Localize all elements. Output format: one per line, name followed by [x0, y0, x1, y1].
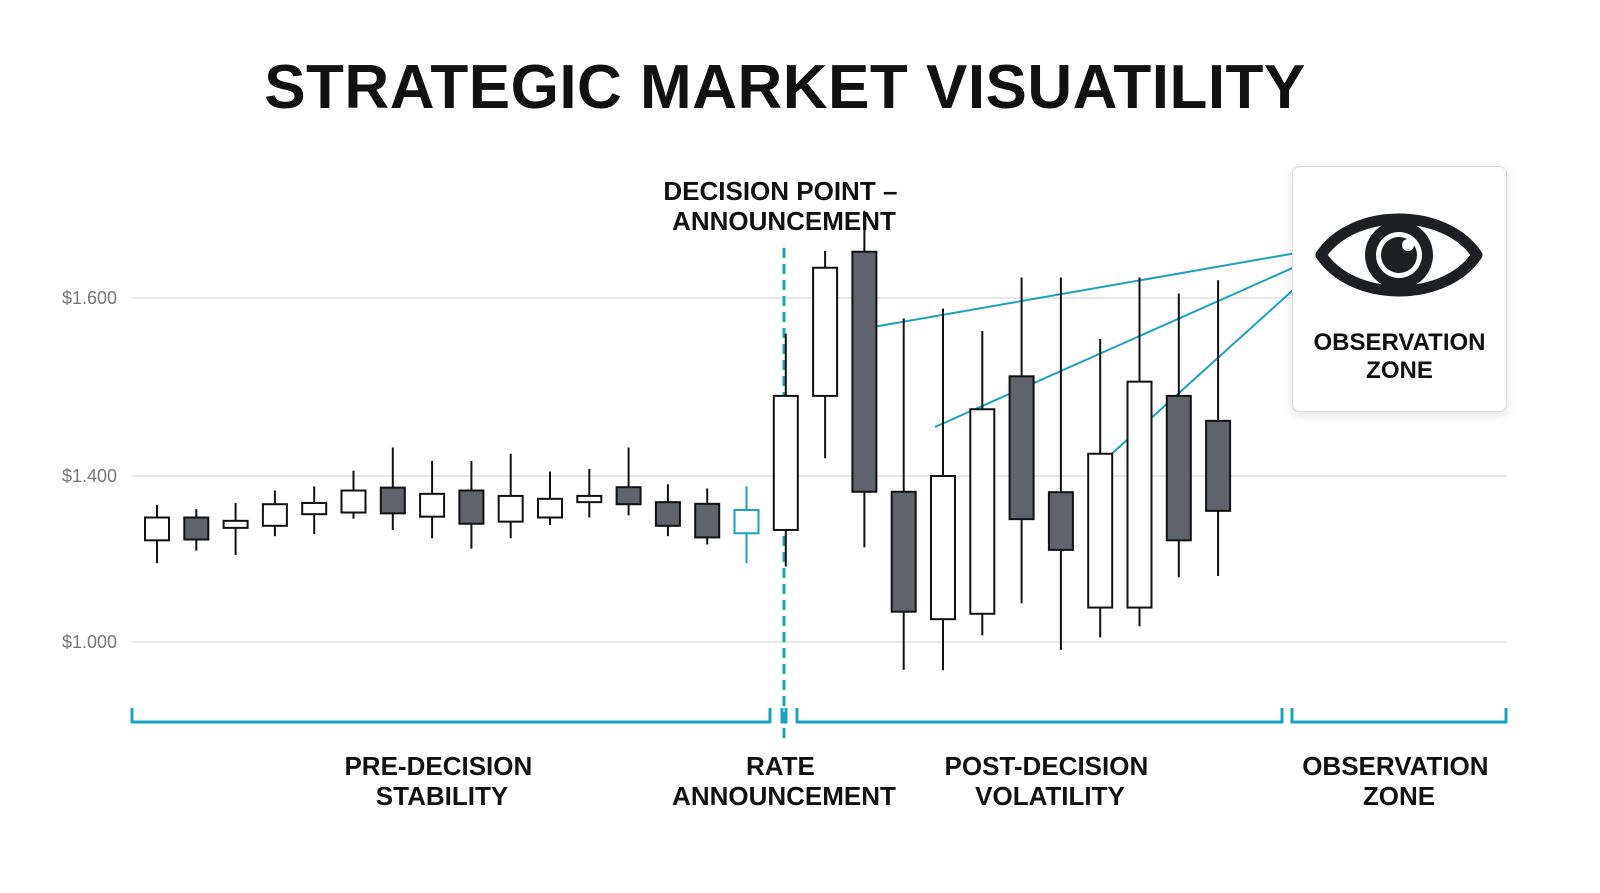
candle-body [890, 490, 917, 613]
chart-title: STRATEGIC MARKET VISUATILITY [264, 53, 1306, 122]
candle [1205, 280, 1232, 577]
decision-label-line-2: ANNOUNCEMENT [672, 206, 896, 236]
candle-body [1126, 380, 1153, 609]
candle-body [733, 509, 760, 535]
candle-body [1047, 491, 1074, 551]
bracket-observation [1290, 708, 1508, 724]
candle [576, 468, 603, 518]
candle-body [1165, 394, 1192, 542]
y-tick-label: $1.000 [62, 632, 117, 652]
candle [694, 488, 721, 545]
decision-label: DECISION POINT – ANNOUNCEMENT [663, 176, 904, 236]
decision-label-line-1: DECISION POINT – [663, 176, 897, 206]
candle [1165, 293, 1192, 578]
candle-body [930, 475, 956, 621]
candle-body [537, 497, 563, 519]
candle [1008, 277, 1035, 604]
candle-body [458, 489, 485, 525]
candle [654, 484, 681, 537]
candle-body [222, 519, 249, 529]
bracket-pre-decision [130, 708, 772, 724]
candle [222, 502, 249, 555]
section-label-observation: OBSERVATION ZONE [1302, 751, 1496, 811]
section-label-line: OBSERVATION [1302, 751, 1488, 781]
candle [261, 490, 288, 537]
eye-icon [1315, 213, 1483, 297]
candle [301, 486, 328, 535]
candle-body [694, 502, 721, 539]
candles [144, 210, 1232, 671]
connector-line [934, 261, 1307, 428]
candle [458, 460, 485, 549]
section-label-line: STABILITY [376, 781, 508, 811]
candle [1087, 338, 1114, 638]
candle [812, 250, 839, 459]
candle [183, 509, 210, 551]
section-label-line: ZONE [1363, 781, 1435, 811]
candle [1047, 277, 1074, 650]
candle-body [1205, 419, 1232, 512]
candle [537, 471, 563, 525]
candle-body [576, 494, 603, 504]
observation-connectors [855, 251, 1314, 459]
candle [615, 447, 642, 516]
connector-line [855, 251, 1303, 331]
section-label-pre-decision: PRE-DECISION STABILITY [344, 751, 539, 811]
y-tick-label: $1.600 [62, 288, 117, 308]
candle-body [497, 494, 524, 523]
observation-card-label: OBSERVATION ZONE [1313, 329, 1486, 384]
candle-body [969, 408, 996, 615]
section-label-line: POST-DECISION [945, 751, 1149, 781]
candle-body [261, 503, 288, 527]
section-label-line: VOLATILITY [975, 781, 1125, 811]
candle-body [772, 394, 799, 531]
candle-body [615, 486, 642, 506]
candle-body [851, 250, 878, 493]
candle [379, 447, 406, 530]
candle-body [340, 489, 367, 514]
bracket-post-decision [795, 708, 1284, 724]
candle [497, 453, 524, 539]
candle [890, 318, 917, 670]
section-brackets [130, 708, 1508, 724]
y-tick-label: $1.400 [62, 466, 117, 486]
candle [851, 210, 878, 548]
section-label-rate: RATE ANNOUNCEMENT [672, 751, 896, 811]
candle-body [144, 516, 170, 542]
section-label-line: ANNOUNCEMENT [672, 781, 896, 811]
candle-body [1008, 375, 1035, 521]
candle-body [654, 501, 681, 527]
candle-body [419, 492, 446, 518]
candle [419, 460, 446, 539]
observation-card: OBSERVATION ZONE [1292, 166, 1507, 412]
candle-body [183, 516, 210, 541]
candle-body [379, 486, 406, 515]
section-label-post-decision: POST-DECISION VOLATILITY [945, 751, 1156, 811]
candle-highlight [733, 486, 760, 564]
section-label-line: RATE [746, 751, 815, 781]
candle [144, 505, 170, 564]
bracket-rate [780, 708, 788, 724]
candle [969, 330, 996, 636]
section-label-line: PRE-DECISION [344, 751, 532, 781]
candle [930, 308, 956, 671]
candle-body [301, 501, 328, 516]
candle [772, 333, 799, 567]
candle-body [1087, 452, 1114, 609]
candle [340, 470, 367, 519]
candle-body [812, 266, 839, 397]
candle [1126, 277, 1153, 627]
